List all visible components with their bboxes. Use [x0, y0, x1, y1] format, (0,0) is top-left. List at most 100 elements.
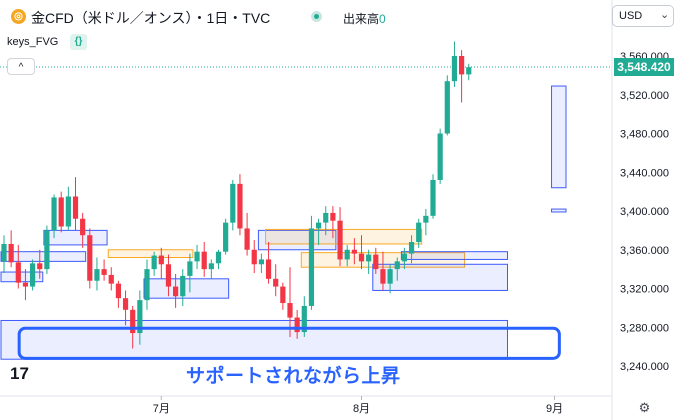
candle-down: [265, 259, 272, 279]
price-tick-label: 3,440.000: [620, 167, 669, 179]
fvg-zone: [372, 263, 508, 291]
candle-down: [280, 286, 286, 304]
candle-up: [258, 259, 264, 265]
candle-up: [144, 269, 150, 301]
candle-down: [173, 286, 179, 297]
candle-up: [451, 56, 458, 82]
indicator-name[interactable]: keys_FVG: [7, 36, 59, 48]
tradingview-logo[interactable]: 17: [10, 364, 29, 383]
time-tick-label: 8月: [353, 403, 370, 415]
candle-up: [194, 251, 200, 262]
candle-down: [130, 309, 136, 334]
candle-down: [294, 317, 300, 333]
candle-up: [301, 305, 307, 333]
currency-label: USD: [619, 10, 643, 22]
price-tick-label: 3,400.000: [620, 206, 669, 218]
fvg-zone: [0, 251, 87, 262]
fvg-zone: [265, 228, 423, 245]
candle-up: [137, 300, 143, 334]
candle-down: [373, 254, 379, 270]
candle-up: [408, 242, 415, 254]
gold-coin-icon: ◎: [11, 9, 26, 24]
candle-down: [58, 197, 64, 227]
fvg-zone: [107, 249, 194, 258]
fvg-zone: [0, 319, 508, 360]
candle-down: [15, 262, 21, 283]
fvg-zone: [0, 271, 44, 283]
currency-selector[interactable]: USD ⌄: [612, 5, 674, 27]
candle-down: [87, 235, 93, 281]
candle-up: [51, 197, 57, 231]
candle-up: [366, 254, 372, 262]
candle-down: [158, 255, 164, 265]
time-tick-label: 7月: [153, 403, 170, 415]
candle-up: [94, 269, 100, 281]
candle-up: [394, 261, 400, 270]
candle-down: [351, 249, 357, 254]
candle-down: [115, 283, 121, 299]
candle-up: [180, 275, 186, 297]
fvg-zone: [551, 85, 567, 189]
candle-down: [237, 183, 243, 229]
candle-down: [80, 218, 86, 236]
candle-up: [208, 263, 214, 270]
annotation-text: サポートされながら上昇: [186, 366, 401, 387]
last-price-label: 3,548.420: [614, 58, 674, 76]
candle-up: [323, 212, 329, 223]
candle-up: [1, 243, 7, 262]
candle-down: [273, 278, 279, 287]
chevron-down-icon: ⌄: [660, 9, 670, 21]
price-tick-label: 3,320.000: [620, 284, 669, 296]
price-tick-label: 3,240.000: [620, 361, 669, 373]
candle-down: [380, 269, 386, 284]
fvg-zone: [143, 278, 230, 299]
fvg-zone: [257, 229, 337, 251]
symbol-title[interactable]: 金CFD（米ドル／オンス）・1日・TVC: [31, 10, 271, 26]
candle-up: [230, 183, 236, 223]
candle-down: [201, 251, 207, 270]
price-tick-label: 3,520.000: [620, 90, 669, 102]
candle-up: [444, 81, 450, 134]
market-status-icon[interactable]: [311, 11, 322, 22]
candle-up: [308, 228, 315, 306]
candle-down: [108, 274, 114, 284]
candle-up: [401, 253, 407, 262]
candle-up: [437, 133, 443, 180]
candle-up: [215, 251, 222, 264]
candle-down: [287, 303, 293, 318]
candle-down: [8, 243, 14, 263]
candle-up: [30, 263, 36, 287]
candle-down: [459, 56, 465, 75]
candle-up: [44, 230, 50, 270]
volume-legend: 出来高0: [343, 10, 386, 27]
candle-up: [65, 196, 71, 227]
volume-label: 出来高: [343, 12, 380, 26]
fvg-zone: [551, 208, 567, 213]
candle-up: [316, 222, 322, 229]
candle-up: [466, 67, 472, 75]
candle-up: [387, 269, 393, 284]
price-tick-label: 3,280.000: [620, 322, 669, 334]
chart-header: ◎ 金CFD（米ドル／オンス）・1日・TVC 出来高0 USD ⌄: [0, 0, 680, 34]
candle-up: [423, 215, 429, 223]
fvg-zone: [43, 229, 108, 246]
candle-down: [22, 282, 29, 287]
candle-up: [151, 255, 157, 270]
candle-down: [72, 196, 79, 219]
source-code-icon[interactable]: {}: [70, 34, 87, 50]
candle-down: [251, 249, 257, 265]
candle-up: [416, 222, 422, 242]
collapse-legend-button[interactable]: ^: [7, 58, 35, 75]
candle-down: [244, 228, 250, 250]
candle-up: [430, 180, 436, 216]
chevron-up-icon: ^: [18, 62, 24, 73]
candle-up: [187, 261, 193, 276]
candle-down: [122, 298, 129, 310]
candle-up: [223, 222, 229, 252]
candle-down: [37, 263, 43, 270]
candle-down: [337, 220, 343, 260]
gear-icon[interactable]: ⚙: [638, 400, 651, 415]
support-highlight-box: [17, 326, 561, 360]
price-tick-label: 3,480.000: [620, 129, 669, 141]
